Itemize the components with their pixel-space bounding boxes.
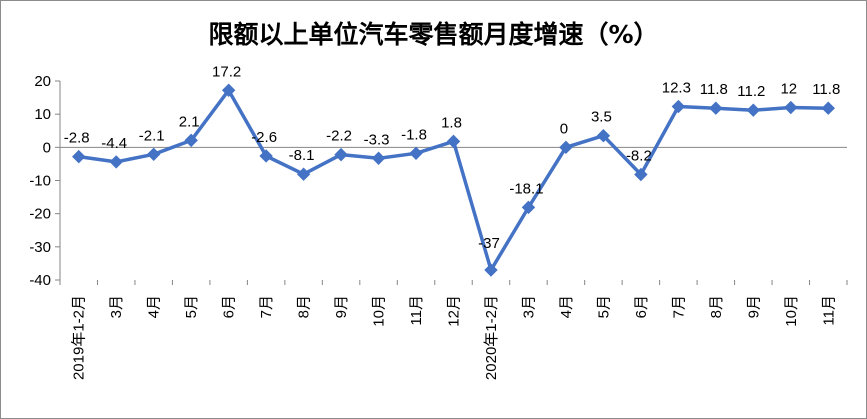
data-point-marker bbox=[709, 101, 723, 115]
data-point-marker bbox=[559, 140, 573, 155]
data-label: 1.8 bbox=[441, 114, 462, 131]
data-label: -4.4 bbox=[101, 135, 127, 152]
y-tick-label: 20 bbox=[34, 73, 51, 90]
data-label: -3.3 bbox=[364, 131, 390, 148]
data-label: 12.3 bbox=[662, 80, 691, 97]
x-tick-label: 5月 bbox=[183, 295, 200, 318]
x-tick-label: 10月 bbox=[371, 295, 388, 327]
x-tick-label: 6月 bbox=[221, 295, 238, 318]
data-point-marker bbox=[521, 200, 536, 215]
y-tick-label: -40 bbox=[29, 272, 51, 289]
x-tick-label: 3月 bbox=[520, 295, 537, 318]
x-tick-label: 7月 bbox=[258, 295, 275, 318]
x-tick-label: 12月 bbox=[446, 295, 463, 327]
data-point-marker bbox=[446, 134, 461, 149]
y-tick-label: 10 bbox=[34, 106, 51, 123]
data-point-marker bbox=[221, 83, 236, 97]
data-point-marker bbox=[596, 129, 611, 143]
data-label: 12 bbox=[780, 81, 797, 98]
x-tick-label: 4月 bbox=[146, 295, 163, 318]
data-label: -1.8 bbox=[401, 126, 427, 143]
data-point-marker bbox=[821, 101, 835, 115]
x-tick-label: 11月 bbox=[408, 295, 425, 326]
x-tick-label: 7月 bbox=[670, 295, 687, 318]
data-label: 11.8 bbox=[700, 81, 728, 98]
x-tick-label: 2019年1-2月 bbox=[71, 295, 88, 380]
x-tick-label: 8月 bbox=[708, 295, 725, 318]
data-label: 2.1 bbox=[179, 113, 200, 130]
y-tick-label: -30 bbox=[29, 239, 51, 256]
data-point-marker bbox=[409, 146, 423, 161]
x-tick-label: 3月 bbox=[108, 295, 125, 318]
data-label: -2.6 bbox=[251, 129, 277, 146]
x-tick-label: 10月 bbox=[783, 295, 800, 327]
data-point-marker bbox=[746, 103, 761, 117]
data-point-marker bbox=[72, 149, 86, 164]
chart-title: 限额以上单位汽车零售额月度增速（%） bbox=[208, 20, 659, 49]
data-point-marker bbox=[671, 99, 686, 114]
x-tick-label: 2020年1-2月 bbox=[483, 295, 500, 380]
x-tick-label: 11月 bbox=[820, 295, 837, 326]
data-point-marker bbox=[109, 155, 123, 169]
data-point-marker bbox=[634, 167, 648, 182]
data-point-marker bbox=[146, 147, 161, 162]
data-label: -8.2 bbox=[626, 148, 652, 165]
x-tick-label: 5月 bbox=[595, 295, 612, 318]
data-point-marker bbox=[784, 100, 798, 115]
data-label: -37 bbox=[478, 235, 500, 252]
x-tick-label: 8月 bbox=[296, 295, 313, 318]
y-tick-label: -10 bbox=[29, 173, 51, 190]
y-tick-label: -20 bbox=[29, 206, 51, 223]
data-label: -2.8 bbox=[64, 130, 90, 147]
x-tick-label: 4月 bbox=[558, 295, 575, 318]
x-tick-label: 6月 bbox=[633, 295, 650, 318]
x-tick-label: 9月 bbox=[333, 295, 350, 318]
data-label: 17.2 bbox=[212, 63, 241, 80]
data-label: 11.2 bbox=[737, 83, 765, 100]
data-label: 0 bbox=[560, 120, 568, 137]
data-label: -18.1 bbox=[509, 180, 543, 197]
y-tick-label: 0 bbox=[43, 139, 51, 156]
data-point-marker bbox=[259, 149, 273, 163]
data-point-marker bbox=[484, 263, 498, 277]
data-label: 11.8 bbox=[812, 81, 840, 98]
data-label: -2.2 bbox=[326, 128, 352, 145]
data-label: 3.5 bbox=[591, 109, 612, 126]
data-label: -2.1 bbox=[139, 127, 165, 144]
data-point-marker bbox=[371, 151, 386, 165]
data-point-marker bbox=[334, 147, 348, 162]
data-point-marker bbox=[184, 133, 198, 148]
data-point-marker bbox=[296, 167, 311, 181]
data-label: -8.1 bbox=[289, 147, 315, 164]
x-tick-label: 9月 bbox=[745, 295, 762, 318]
